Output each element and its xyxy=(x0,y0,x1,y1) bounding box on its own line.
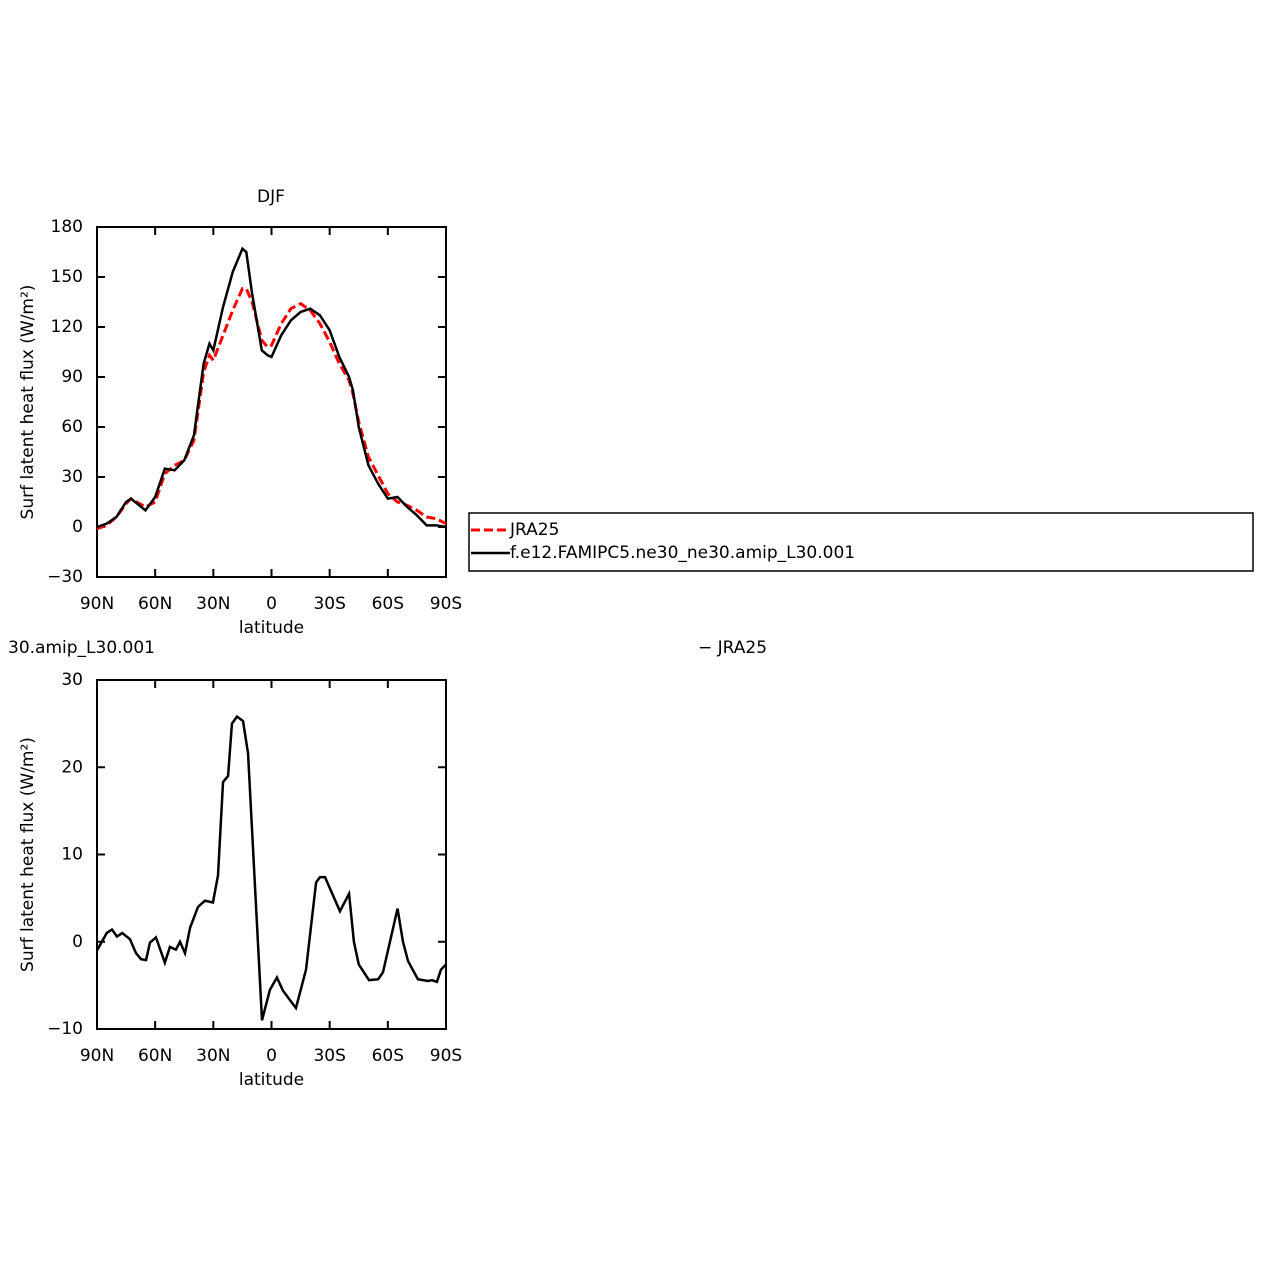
x-tick-label: 0 xyxy=(266,594,277,614)
y-tick-label: −10 xyxy=(47,1019,83,1039)
x-tick-label: 0 xyxy=(266,1046,277,1066)
legend-box xyxy=(468,512,1254,572)
y-axis-label: Surf latent heat flux (W/m²) xyxy=(18,285,38,520)
x-tick-label: 60S xyxy=(372,594,404,614)
y-tick-label: 60 xyxy=(61,417,83,437)
y-tick-label: 20 xyxy=(61,757,83,777)
x-tick-label: 30S xyxy=(313,594,345,614)
data-line xyxy=(96,246,447,529)
y-tick-label: 180 xyxy=(51,217,83,237)
x-tick-label: 60N xyxy=(138,1046,172,1066)
legend-label: f.e12.FAMIPC5.ne30_ne30.amip_L30.001 xyxy=(510,543,855,563)
y-tick-label: 90 xyxy=(61,367,83,387)
y-tick-label: 150 xyxy=(51,267,83,287)
x-tick-label: 30N xyxy=(196,1046,230,1066)
x-tick-label: 90N xyxy=(80,594,114,614)
plot-frame xyxy=(96,679,447,1030)
chart-title-part: − JRA25 xyxy=(698,638,767,658)
y-tick-label: −30 xyxy=(47,567,83,587)
y-tick-label: 30 xyxy=(61,467,83,487)
chart-title-part: 30.amip_L30.001 xyxy=(8,638,155,658)
data-line xyxy=(96,287,447,531)
y-tick-label: 0 xyxy=(72,517,83,537)
data-line xyxy=(95,714,447,1021)
x-tick-label: 60S xyxy=(372,1046,404,1066)
legend-label: JRA25 xyxy=(509,520,559,540)
y-axis-label: Surf latent heat flux (W/m²) xyxy=(18,737,38,972)
x-tick-label: 30N xyxy=(196,594,230,614)
x-tick-label: 90S xyxy=(430,594,462,614)
x-axis-label: latitude xyxy=(239,618,304,638)
y-tick-label: 0 xyxy=(72,932,83,952)
y-tick-label: 10 xyxy=(61,845,83,865)
x-tick-label: 60N xyxy=(138,594,172,614)
x-axis-label: latitude xyxy=(239,1070,304,1090)
plot-frame xyxy=(96,226,447,578)
x-tick-label: 30S xyxy=(313,1046,345,1066)
y-tick-label: 30 xyxy=(61,670,83,690)
x-tick-label: 90N xyxy=(80,1046,114,1066)
y-tick-label: 120 xyxy=(51,317,83,337)
x-tick-label: 90S xyxy=(430,1046,462,1066)
chart-title: DJF xyxy=(257,187,285,207)
